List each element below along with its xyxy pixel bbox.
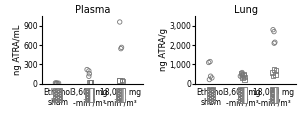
Point — [270, 71, 275, 74]
Point — [240, 74, 245, 76]
Point — [210, 77, 214, 79]
Point — [89, 81, 94, 83]
Point — [273, 70, 278, 72]
Point — [87, 73, 92, 75]
Point — [117, 79, 122, 81]
Point — [208, 60, 212, 63]
Point — [207, 78, 212, 81]
Bar — [274, 87, 278, 103]
Point — [240, 76, 245, 78]
Bar — [85, 88, 89, 102]
Y-axis label: ng ATRA/mL: ng ATRA/mL — [13, 25, 22, 75]
Point — [241, 74, 246, 76]
Point — [54, 82, 58, 84]
Point — [270, 75, 275, 77]
Bar — [242, 87, 247, 103]
Point — [89, 81, 94, 83]
Point — [208, 75, 213, 77]
Bar — [89, 88, 94, 102]
Point — [242, 79, 247, 81]
Bar — [53, 88, 62, 102]
Point — [240, 77, 245, 79]
Point — [271, 29, 275, 31]
Point — [53, 82, 58, 84]
Point — [242, 76, 247, 78]
Point — [241, 73, 246, 75]
Point — [119, 46, 124, 48]
Point — [240, 73, 245, 75]
Point — [206, 61, 211, 64]
Point — [120, 79, 125, 81]
Point — [117, 80, 122, 82]
Point — [118, 48, 123, 50]
Title: Plasma: Plasma — [74, 5, 110, 15]
Bar — [121, 88, 125, 102]
Point — [271, 31, 276, 33]
Point — [120, 80, 125, 82]
Point — [85, 68, 89, 71]
Title: Lung: Lung — [234, 5, 257, 15]
Point — [86, 75, 91, 77]
Point — [240, 71, 245, 74]
Bar — [116, 88, 121, 102]
Point — [272, 41, 277, 43]
Point — [54, 82, 59, 84]
Point — [272, 42, 277, 44]
Y-axis label: ng ATRA/g: ng ATRA/g — [159, 28, 168, 71]
Bar — [207, 87, 215, 103]
Point — [87, 81, 92, 84]
Point — [88, 81, 92, 83]
Bar — [269, 87, 274, 103]
Point — [271, 68, 276, 70]
Point — [86, 70, 91, 72]
Point — [238, 75, 243, 77]
Point — [273, 73, 278, 75]
Point — [239, 72, 244, 74]
Point — [56, 82, 61, 84]
Point — [55, 82, 60, 85]
Point — [117, 21, 122, 23]
Bar — [238, 87, 242, 103]
